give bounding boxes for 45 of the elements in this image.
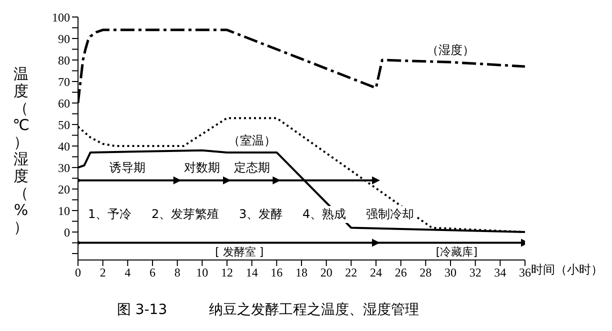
annotation: 1、予冷 — [86, 206, 134, 223]
text: 温度（℃）湿度（%） — [12, 65, 30, 236]
x-tick-label: 30 — [444, 266, 456, 280]
data-label: 对数期 — [184, 160, 220, 174]
annotation: 3、发酵 — [237, 206, 285, 223]
y-tick-label: 100 — [52, 10, 70, 24]
x-tick-label: 10 — [196, 266, 208, 280]
annotation: 强制冷却 — [364, 206, 416, 223]
y-tick-label: 20 — [58, 182, 70, 196]
x-tick-label: 32 — [469, 266, 482, 280]
data-label: [ 发酵室 ] — [215, 245, 264, 258]
x-tick-label: 36 — [519, 266, 531, 280]
y-tick-label: 30 — [58, 160, 70, 175]
y-tick-label: 50 — [58, 118, 70, 132]
y-tick-label: 80 — [58, 53, 70, 68]
y-tick-label: 10 — [58, 204, 70, 218]
annotation: （湿度） — [426, 43, 474, 58]
x-tick-label: 14 — [246, 266, 258, 280]
data-label: 诱导期 — [110, 160, 146, 174]
data-label: [冷藏库] — [436, 245, 478, 258]
x-axis-title: 时间（小时） — [531, 262, 603, 276]
annotation: 2、发芽繁殖 — [150, 206, 222, 223]
x-tick-label: 2 — [100, 266, 106, 280]
x-tick-label: 18 — [296, 266, 308, 280]
x-tick-label: 28 — [420, 266, 432, 280]
annotation: （室温） — [228, 133, 276, 148]
x-tick-label: 4 — [124, 266, 131, 280]
y-tick-label: 60 — [58, 96, 70, 110]
x-tick-label: 26 — [394, 266, 407, 280]
y-tick-label: 90 — [58, 32, 70, 46]
text: 图 3-13 纳豆之发酵工程之温度、湿度管理 — [116, 301, 420, 319]
x-tick-label: 22 — [345, 266, 358, 280]
x-tick-label: 8 — [174, 266, 180, 280]
annotation: 4、熟成 — [300, 206, 348, 223]
x-tick-label: 6 — [150, 266, 156, 280]
x-tick-label: 34 — [494, 266, 506, 280]
y-tick-label: 70 — [58, 74, 70, 89]
x-tick-label: 12 — [221, 266, 233, 280]
x-tick-label: 16 — [270, 266, 283, 280]
y-tick-label: 40 — [58, 139, 70, 154]
x-tick-label: 24 — [370, 266, 382, 280]
x-tick-label: 0 — [75, 266, 81, 280]
x-tick-label: 20 — [320, 266, 332, 280]
y-tick-label: 0 — [64, 225, 70, 240]
data-label: 定态期 — [234, 160, 270, 174]
